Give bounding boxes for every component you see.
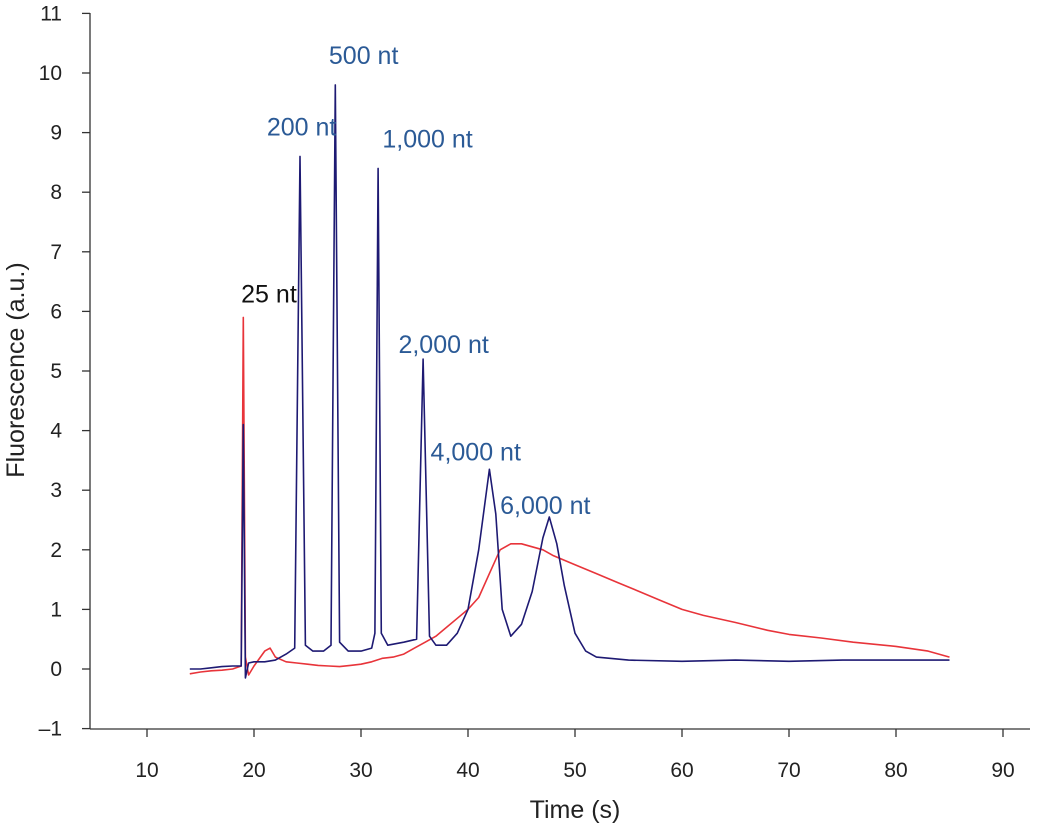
x-tick-label: 80 (884, 759, 907, 782)
x-axis: 10 20 30 40 50 60 70 80 90 (90, 728, 1030, 782)
y-tick-label: 0 (50, 658, 62, 681)
peak-label: 25 nt (241, 280, 297, 308)
y-tick-label: 10 (39, 62, 62, 85)
y-tick-label: 5 (50, 360, 62, 383)
y-tick-label: 11 (40, 2, 62, 25)
y-tick-label: 4 (50, 420, 62, 443)
x-axis-title: Time (s) (530, 796, 621, 824)
peak-label: 1,000 nt (382, 126, 472, 154)
x-tick-label: 90 (991, 759, 1014, 782)
peak-label: 4,000 nt (431, 438, 521, 466)
y-tick-label: 6 (50, 300, 62, 323)
y-tick-label: 8 (50, 181, 62, 204)
series-line-1 (189, 316, 950, 676)
series-line-2 (189, 84, 950, 679)
x-tick-label: 60 (670, 759, 693, 782)
x-tick-label: 40 (456, 759, 479, 782)
y-tick-label: 7 (50, 241, 62, 264)
series-group (189, 84, 950, 679)
y-tick-label: 3 (50, 479, 62, 502)
x-tick-label: 70 (777, 759, 800, 782)
y-tick-label: 2 (50, 539, 62, 562)
y-tick-label: –1 (39, 718, 62, 741)
y-axis-title: Fluorescence (a.u.) (2, 262, 30, 477)
x-tick-label: 20 (242, 759, 265, 782)
peak-label: 6,000 nt (500, 492, 590, 520)
annotations-group: 25 nt 200 nt 500 nt 1,000 nt 2,000 nt 4,000 n… (241, 42, 590, 520)
x-tick-label: 30 (349, 759, 372, 782)
y-tick-label: 1 (50, 598, 62, 621)
x-tick-label: 10 (135, 759, 158, 782)
x-tick-label: 50 (563, 759, 586, 782)
peak-label: 2,000 nt (398, 331, 488, 359)
y-tick-label: 9 (50, 122, 62, 145)
peak-label: 500 nt (329, 42, 399, 70)
peak-label: 200 nt (267, 114, 337, 142)
y-axis: –1 0 1 2 3 4 5 6 7 8 9 10 11 (39, 2, 91, 741)
